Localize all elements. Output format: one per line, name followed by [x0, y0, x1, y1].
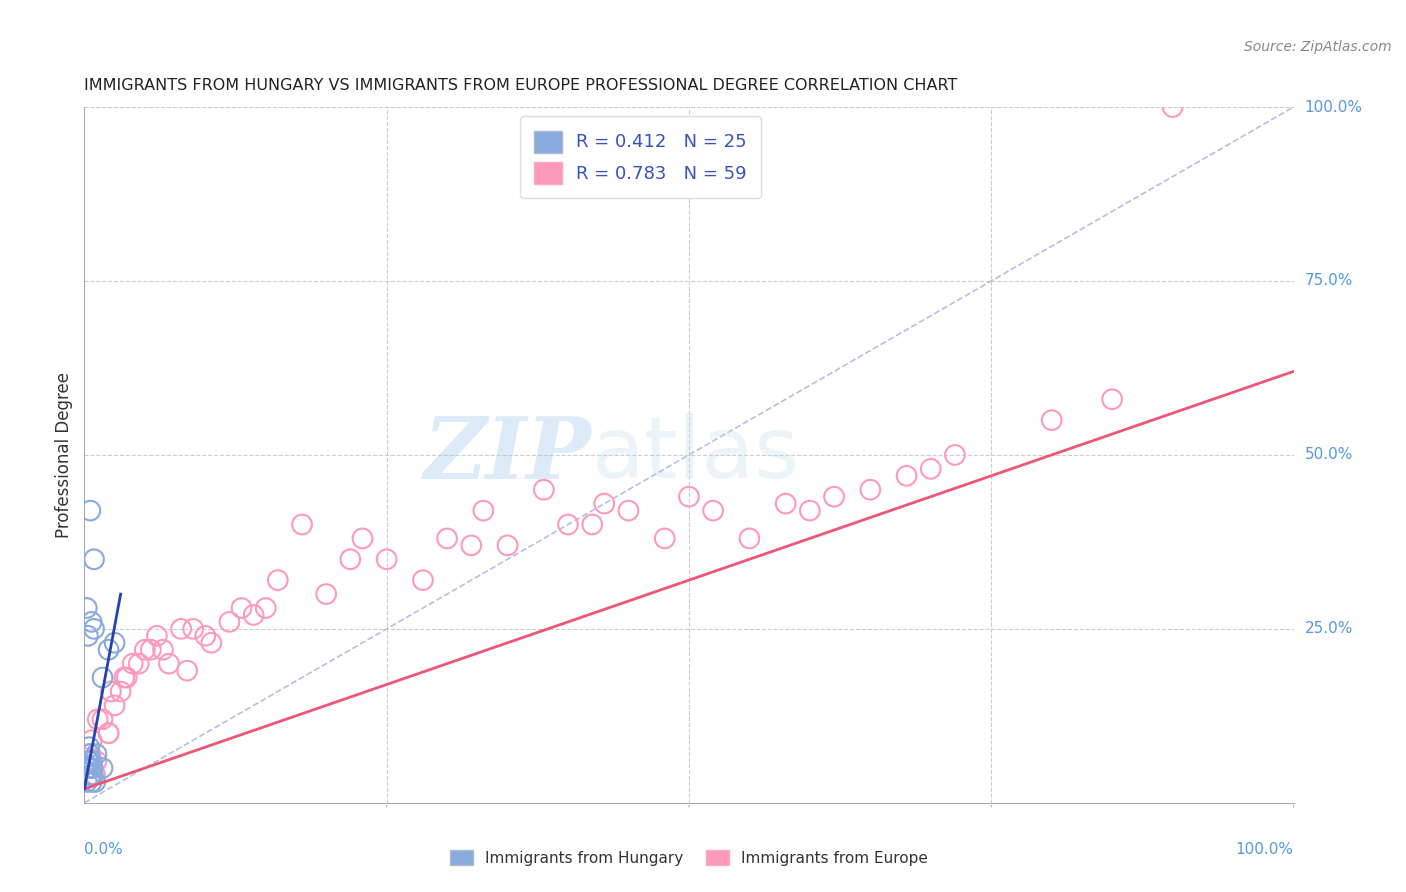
Point [77, 754, 100, 768]
Point [176, 664, 198, 678]
Point [231, 601, 253, 615]
Point [352, 532, 374, 546]
Point [76, 601, 98, 615]
Point [77, 761, 100, 775]
Point [315, 587, 337, 601]
Point [77, 754, 100, 768]
Point [460, 538, 482, 552]
Point [83, 552, 105, 566]
Point [218, 615, 240, 629]
Point [77, 747, 100, 761]
Text: 75.0%: 75.0% [1305, 274, 1353, 288]
Point [115, 671, 138, 685]
Point [97, 642, 120, 657]
Point [86, 754, 108, 768]
Point [291, 517, 314, 532]
Text: 25.0%: 25.0% [1305, 622, 1353, 636]
Point [702, 503, 724, 517]
Point [375, 552, 398, 566]
Point [79, 768, 101, 782]
Point [80, 615, 103, 629]
Text: atlas: atlas [592, 413, 800, 497]
Point [91, 712, 114, 726]
Point [581, 517, 603, 532]
Point [79, 761, 101, 775]
Y-axis label: Professional Degree: Professional Degree [55, 372, 73, 538]
Point [76, 775, 98, 789]
Point [77, 740, 100, 755]
Point [200, 636, 222, 650]
Point [859, 483, 882, 497]
Point [678, 490, 700, 504]
Point [242, 607, 264, 622]
Point [77, 629, 100, 643]
Point [943, 448, 966, 462]
Point [104, 698, 127, 713]
Point [267, 573, 290, 587]
Point [533, 483, 555, 497]
Point [139, 642, 162, 657]
Point [436, 532, 458, 546]
Point [134, 642, 156, 657]
Point [254, 601, 277, 615]
Legend: Immigrants from Hungary, Immigrants from Europe: Immigrants from Hungary, Immigrants from… [444, 844, 934, 871]
Point [799, 503, 821, 517]
Point [83, 622, 105, 636]
Point [181, 622, 204, 636]
Text: 100.0%: 100.0% [1305, 100, 1362, 114]
Point [472, 503, 495, 517]
Point [339, 552, 361, 566]
Text: 100.0%: 100.0% [1236, 842, 1294, 856]
Point [128, 657, 150, 671]
Point [412, 573, 434, 587]
Point [557, 517, 579, 532]
Point [775, 497, 797, 511]
Text: 50.0%: 50.0% [1305, 448, 1353, 462]
Point [654, 532, 676, 546]
Point [1040, 413, 1063, 427]
Point [100, 684, 122, 698]
Point [80, 775, 103, 789]
Point [920, 462, 942, 476]
Text: Source: ZipAtlas.com: Source: ZipAtlas.com [1244, 40, 1392, 54]
Point [593, 497, 616, 511]
Point [80, 754, 103, 768]
Point [86, 747, 108, 761]
Point [80, 733, 103, 747]
Point [77, 761, 100, 775]
Point [82, 761, 104, 775]
Text: IMMIGRANTS FROM HUNGARY VS IMMIGRANTS FROM EUROPE PROFESSIONAL DEGREE CORRELATIO: IMMIGRANTS FROM HUNGARY VS IMMIGRANTS FR… [84, 78, 957, 94]
Point [112, 671, 135, 685]
Point [1161, 100, 1184, 114]
Point [91, 761, 114, 775]
Point [896, 468, 918, 483]
Point [194, 629, 217, 643]
Point [157, 657, 180, 671]
Point [97, 726, 120, 740]
Point [82, 768, 104, 782]
Point [86, 712, 108, 726]
Point [738, 532, 761, 546]
Point [121, 657, 143, 671]
Point [97, 726, 120, 740]
Point [170, 622, 193, 636]
Point [79, 503, 101, 517]
Point [104, 636, 127, 650]
Point [110, 684, 132, 698]
Point [152, 642, 174, 657]
Point [1101, 392, 1123, 407]
Point [496, 538, 519, 552]
Point [84, 775, 107, 789]
Point [84, 768, 107, 782]
Point [146, 629, 169, 643]
Text: ZIP: ZIP [425, 413, 592, 497]
Point [617, 503, 640, 517]
Point [823, 490, 845, 504]
Point [79, 747, 101, 761]
Text: 0.0%: 0.0% [84, 842, 124, 856]
Point [91, 671, 114, 685]
